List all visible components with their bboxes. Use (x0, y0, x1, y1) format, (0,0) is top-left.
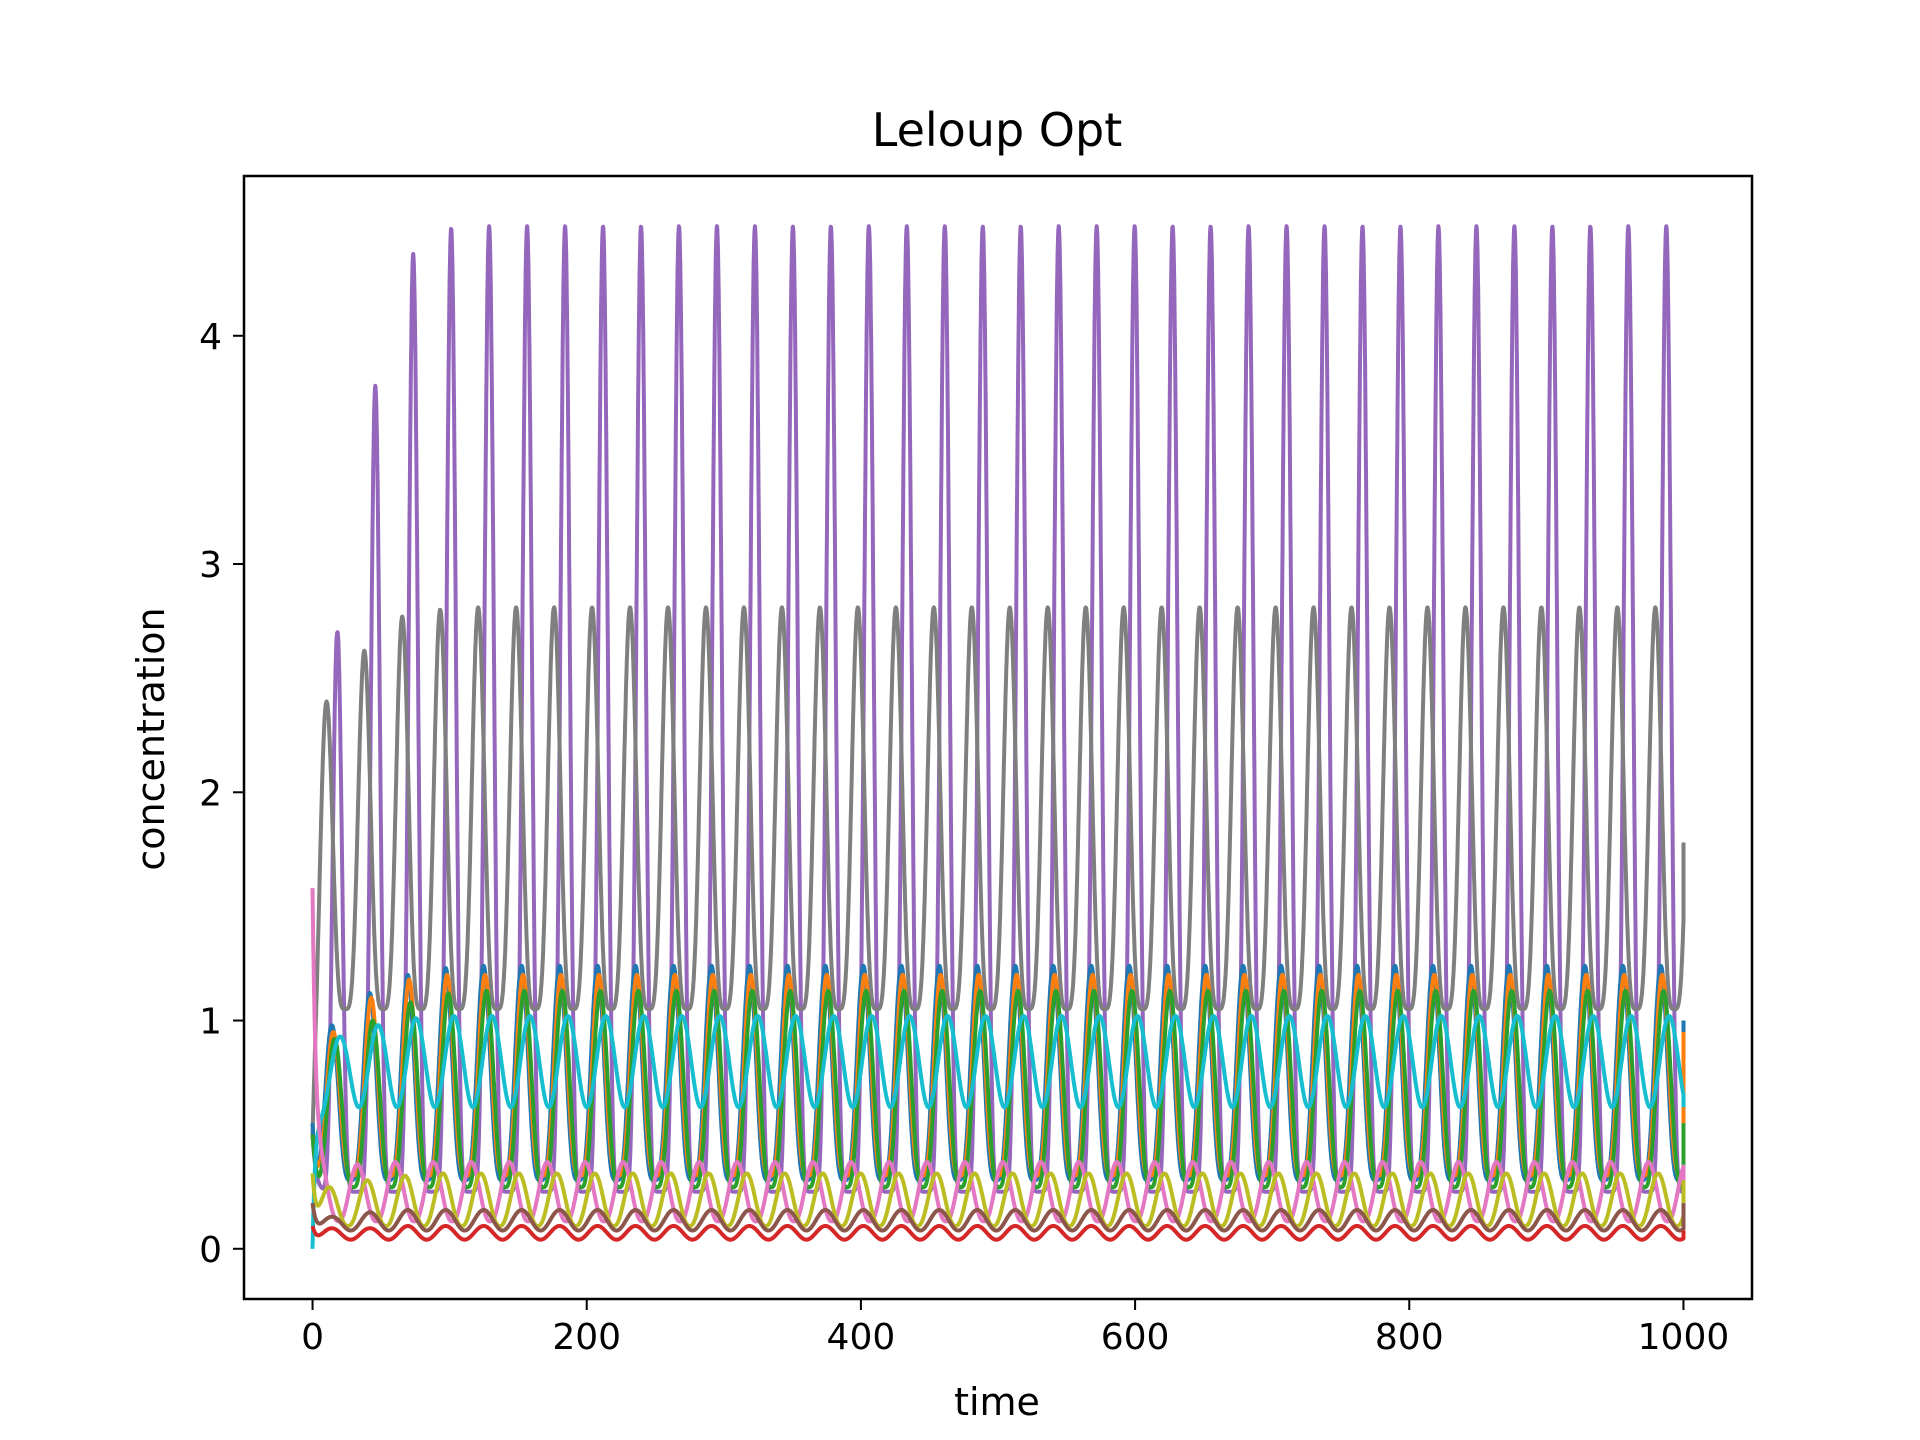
series-line-8 (310, 1171, 1686, 1228)
x-tick-label: 1000 (1638, 1317, 1730, 1358)
x-axis-ticks: 0 200 400 600 800 1000 (301, 1299, 1729, 1358)
x-tick-label: 400 (827, 1317, 896, 1358)
y-axis-label: concentration (129, 607, 173, 870)
y-tick-label: 1 (199, 1002, 222, 1043)
y-tick-label: 4 (199, 317, 222, 358)
series-line-1 (310, 224, 1686, 1194)
series-line-6 (310, 1014, 1686, 1249)
x-axis-label: time (954, 1380, 1040, 1424)
x-tick-label: 200 (552, 1317, 621, 1358)
y-tick-label: 0 (199, 1230, 222, 1271)
x-tick-label: 800 (1375, 1317, 1444, 1358)
series-line-7 (310, 888, 1686, 1224)
y-axis-ticks: 0 1 2 3 4 (199, 317, 244, 1271)
x-tick-label: 600 (1101, 1317, 1170, 1358)
series-line-2 (310, 605, 1686, 1135)
y-tick-label: 2 (199, 773, 222, 814)
axes-frame (242, 174, 1754, 1301)
series-line-9 (310, 1202, 1686, 1233)
series-layer (310, 224, 1686, 1249)
y-tick-label: 3 (199, 545, 222, 586)
plot-area (242, 174, 1754, 1301)
series-line-10 (310, 1224, 1686, 1242)
x-tick-label: 0 (301, 1317, 324, 1358)
chart-title: Leloup Opt (872, 103, 1122, 157)
